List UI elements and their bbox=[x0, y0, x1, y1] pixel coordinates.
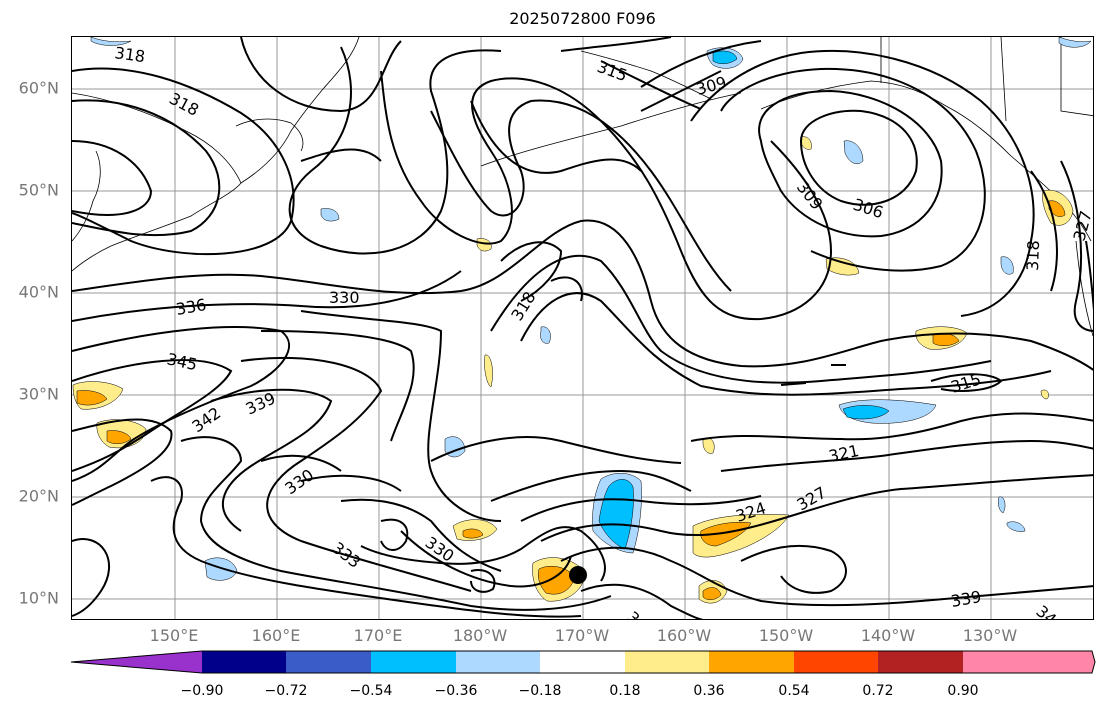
contour-label: 315 bbox=[595, 57, 630, 85]
colorbar-segment bbox=[878, 651, 963, 673]
contour-label: 330 bbox=[329, 288, 360, 307]
colorbar-tick: 0.54 bbox=[778, 683, 810, 699]
contour-label: 330 bbox=[422, 533, 458, 566]
contour-label: 321 bbox=[827, 441, 861, 466]
colorbar-segments bbox=[71, 651, 1095, 673]
map-panel[interactable]: 318 318 315 309 309 306 318 327 336 330 … bbox=[71, 36, 1094, 620]
contour-label: 309 bbox=[694, 73, 728, 99]
lon-label-180w: 180°W bbox=[452, 626, 508, 645]
lat-label-20n: 20°N bbox=[18, 486, 59, 506]
lat-label-60n: 60°N bbox=[18, 78, 59, 98]
lon-label-150e: 150°E bbox=[149, 626, 199, 645]
lat-label-30n: 30°N bbox=[18, 384, 59, 404]
map-title: 2025072800 F096 bbox=[509, 9, 656, 28]
colorbar-segment bbox=[963, 651, 1095, 673]
colorbar-segment bbox=[794, 651, 878, 673]
anomaly-patches bbox=[72, 37, 1092, 604]
contour-label: 336 bbox=[174, 295, 207, 319]
height-contours bbox=[72, 37, 1093, 619]
contour-label: 345 bbox=[165, 349, 199, 374]
lat-label-10n: 10°N bbox=[18, 588, 59, 608]
colorbar-segment bbox=[709, 651, 794, 673]
lon-label-140w: 140°W bbox=[860, 626, 916, 645]
lat-label-50n: 50°N bbox=[18, 180, 59, 200]
colorbar-tick: −0.90 bbox=[180, 683, 224, 699]
contour-label: 34 bbox=[1032, 602, 1060, 620]
colorbar-segment bbox=[456, 651, 540, 673]
contour-label: 3 bbox=[623, 608, 643, 620]
contour-label: 339 bbox=[949, 587, 982, 611]
map-canvas: 318 318 315 309 309 306 318 327 336 330 … bbox=[72, 37, 1094, 620]
colorbar-tick: 0.36 bbox=[693, 683, 725, 699]
contour-label: 318 bbox=[113, 43, 146, 66]
contour-label: 315 bbox=[948, 369, 983, 397]
colorbar-tick: 0.18 bbox=[609, 683, 641, 699]
lon-label-170w: 170°W bbox=[554, 626, 610, 645]
lon-label-150w: 150°W bbox=[758, 626, 814, 645]
lat-label-40n: 40°N bbox=[18, 282, 59, 302]
colorbar-segment bbox=[202, 651, 286, 673]
contour-label: 327 bbox=[1070, 209, 1094, 243]
colorbar-tick: −0.54 bbox=[349, 683, 393, 699]
lon-label-160w: 160°W bbox=[656, 626, 712, 645]
colorbar-segment bbox=[371, 651, 456, 673]
graticule bbox=[72, 37, 1093, 619]
colorbar-tick: 0.72 bbox=[862, 683, 894, 699]
colorbar-segment bbox=[625, 651, 709, 673]
colorbar-segment bbox=[540, 651, 625, 673]
lon-label-170e: 170°E bbox=[353, 626, 403, 645]
colorbar bbox=[70, 650, 1096, 674]
colorbar-tick: −0.36 bbox=[434, 683, 478, 699]
colorbar-outline bbox=[70, 650, 1096, 674]
contour-label: 306 bbox=[851, 195, 886, 223]
contour-label: 318 bbox=[166, 89, 202, 120]
contour-label: 333 bbox=[329, 538, 365, 572]
colorbar-tick: 0.90 bbox=[947, 683, 979, 699]
contour-label: 318 bbox=[1023, 240, 1043, 271]
colorbar-tick: −0.18 bbox=[518, 683, 562, 699]
lon-label-160e: 160°E bbox=[251, 626, 301, 645]
lon-label-130w: 130°W bbox=[962, 626, 1018, 645]
colorbar-segment bbox=[286, 651, 371, 673]
colorbar-tick: −0.72 bbox=[264, 683, 308, 699]
storm-center-marker bbox=[569, 566, 587, 584]
colorbar-segment bbox=[71, 651, 202, 673]
